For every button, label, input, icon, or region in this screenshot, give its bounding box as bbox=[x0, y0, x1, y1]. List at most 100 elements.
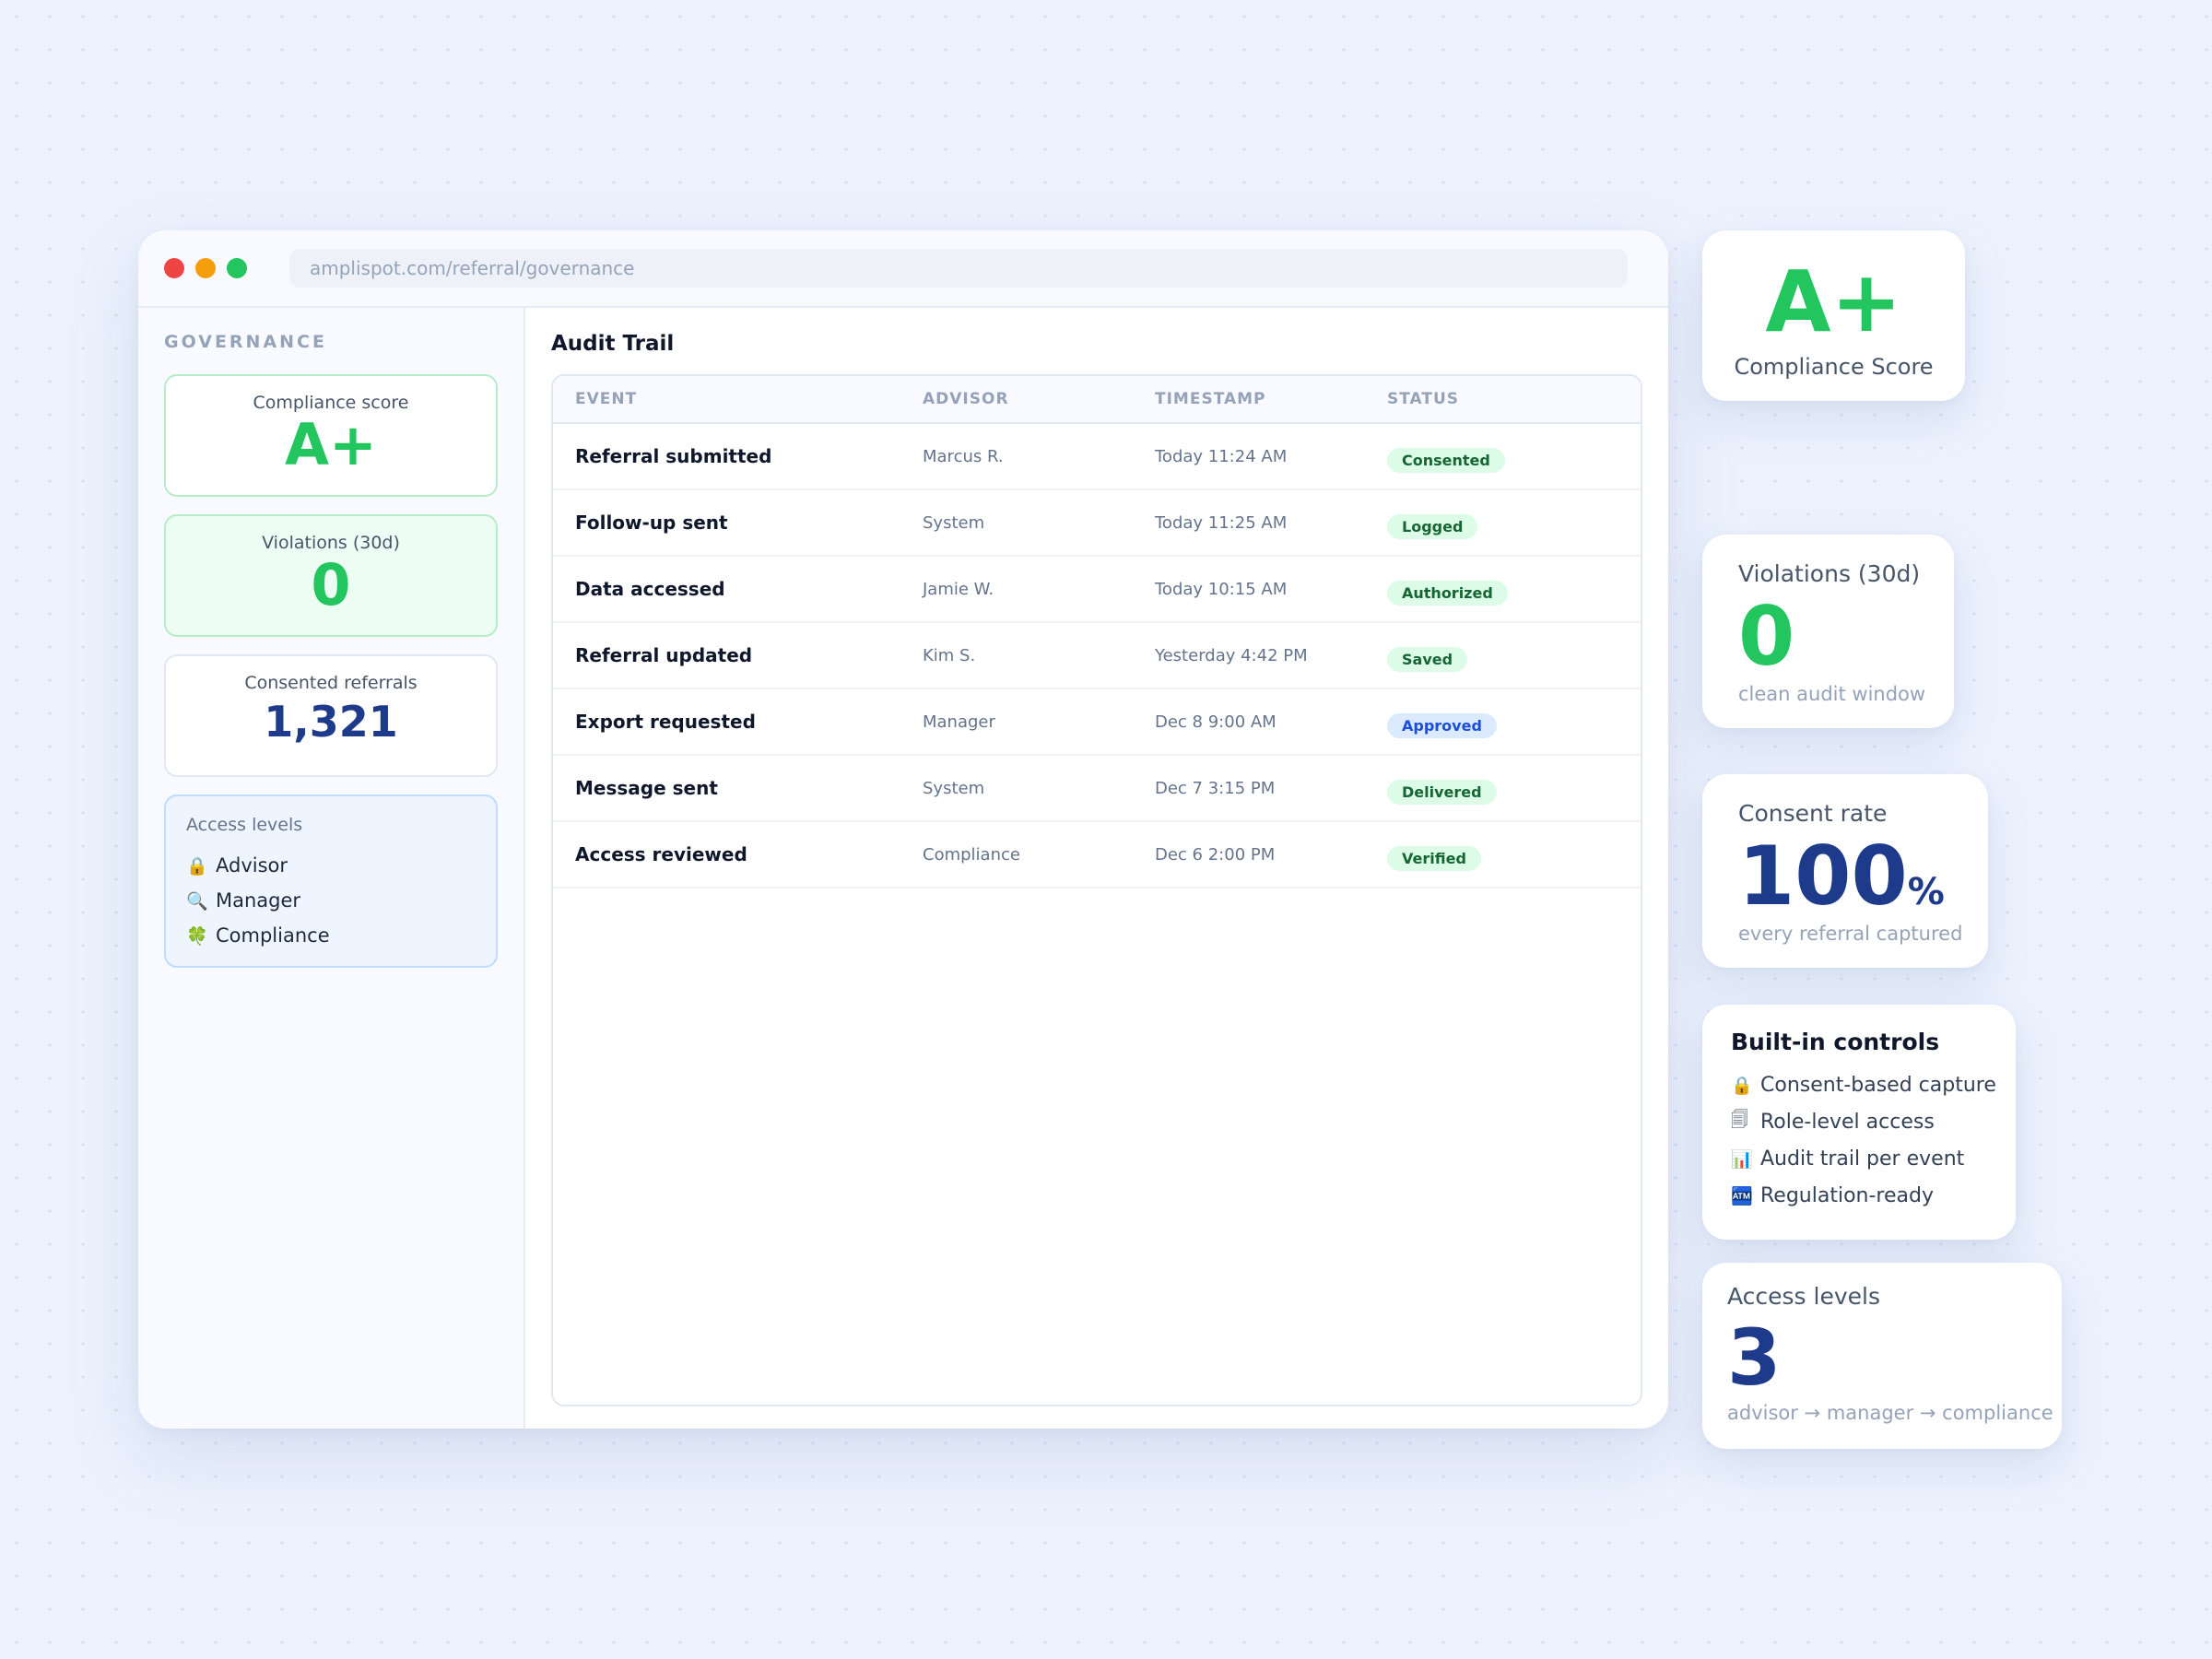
event-cell: Export requested bbox=[575, 711, 756, 733]
timestamp-cell: Today 10:15 AM bbox=[1155, 579, 1288, 599]
bar-chart-icon: 📊 bbox=[1731, 1148, 1753, 1170]
built-in-controls-card: Built-in controls 🔒 Consent-based captur… bbox=[1702, 1005, 2016, 1240]
advisor-cell: Jamie W. bbox=[923, 579, 994, 599]
advisor-cell: Marcus R. bbox=[923, 446, 1004, 466]
violations-highlight-subtitle: clean audit window bbox=[1738, 683, 1926, 705]
lock-icon: 🔒 bbox=[186, 855, 208, 877]
access-levels-highlight-value: 3 bbox=[1727, 1312, 1782, 1403]
access-levels-highlight-card: Access levels 3 advisor → manager → comp… bbox=[1702, 1263, 2062, 1449]
event-cell: Referral submitted bbox=[575, 445, 772, 467]
clover-icon: 🍀 bbox=[186, 925, 208, 947]
advisor-cell: System bbox=[923, 778, 985, 798]
close-window-button[interactable] bbox=[164, 258, 184, 278]
table-row[interactable]: Data accessed Jamie W. Today 10:15 AM Au… bbox=[553, 557, 1641, 623]
status-badge: Consented bbox=[1387, 447, 1505, 473]
table-row[interactable]: Export requested Manager Dec 8 9:00 AM A… bbox=[553, 689, 1641, 756]
main-panel: Audit Trail EVENT ADVISOR TIMESTAMP STAT… bbox=[525, 308, 1668, 1429]
access-item-advisor[interactable]: 🔒 Advisor bbox=[186, 848, 476, 883]
audit-table: EVENT ADVISOR TIMESTAMP STATUS Referral … bbox=[551, 374, 1642, 1406]
lock-icon: 🔒 bbox=[1731, 1075, 1753, 1096]
table-row[interactable]: Access reviewed Compliance Dec 6 2:00 PM… bbox=[553, 822, 1641, 888]
timestamp-cell: Today 11:24 AM bbox=[1155, 446, 1288, 466]
control-item-role-access: 🗐 Role-level access bbox=[1731, 1103, 2016, 1140]
access-item-label: Compliance bbox=[216, 924, 330, 947]
control-item-consent: 🔒 Consent-based capture bbox=[1731, 1066, 2016, 1103]
consented-referrals-label: Consented referrals bbox=[244, 673, 418, 693]
compliance-score-highlight-label: Compliance Score bbox=[1734, 354, 1934, 380]
table-row[interactable]: Message sent System Dec 7 3:15 PM Delive… bbox=[553, 756, 1641, 822]
control-item-label: Consent-based capture bbox=[1760, 1073, 1996, 1097]
status-badge: Authorized bbox=[1387, 580, 1508, 606]
access-item-label: Advisor bbox=[216, 854, 288, 877]
consent-rate-title: Consent rate bbox=[1738, 800, 1888, 827]
compliance-score-highlight-card: A+ Compliance Score bbox=[1702, 230, 1965, 401]
cards-icon: 🗐 bbox=[1731, 1110, 1748, 1130]
built-in-controls-title: Built-in controls bbox=[1731, 1029, 1940, 1055]
timestamp-cell: Dec 8 9:00 AM bbox=[1155, 712, 1277, 732]
violations-label: Violations (30d) bbox=[262, 533, 400, 553]
consent-rate-subtitle: every referral captured bbox=[1738, 923, 1963, 945]
event-cell: Follow-up sent bbox=[575, 512, 728, 534]
consent-rate-value-wrap: 100% bbox=[1738, 836, 1988, 917]
compliance-score-card: Compliance score A+ bbox=[164, 374, 498, 497]
control-item-label: Regulation-ready bbox=[1760, 1183, 1934, 1207]
maximize-window-button[interactable] bbox=[227, 258, 247, 278]
consent-rate-card: Consent rate 100% every referral capture… bbox=[1702, 774, 1988, 968]
status-badge: Approved bbox=[1387, 712, 1497, 738]
consented-referrals-card: Consented referrals 1,321 bbox=[164, 654, 498, 777]
column-header-timestamp[interactable]: TIMESTAMP bbox=[1155, 390, 1266, 408]
timestamp-cell: Dec 7 3:15 PM bbox=[1155, 778, 1276, 798]
atm-icon: 🏧 bbox=[1731, 1185, 1753, 1206]
table-row[interactable]: Referral submitted Marcus R. Today 11:24… bbox=[553, 424, 1641, 490]
table-row[interactable]: Referral updated Kim S. Yesterday 4:42 P… bbox=[553, 623, 1641, 689]
violations-highlight-card: Violations (30d) 0 clean audit window bbox=[1702, 535, 1954, 728]
consent-rate-unit: % bbox=[1907, 871, 1945, 913]
control-item-label: Role-level access bbox=[1760, 1110, 1935, 1134]
access-levels-panel: Access levels 🔒 Advisor 🔍 Manager 🍀 Comp… bbox=[164, 794, 498, 968]
event-cell: Referral updated bbox=[575, 644, 753, 666]
violations-highlight-value: 0 bbox=[1738, 589, 1795, 684]
address-bar[interactable]: amplispot.com/referral/governance bbox=[289, 249, 1628, 288]
column-header-event[interactable]: EVENT bbox=[575, 390, 638, 408]
timestamp-cell: Dec 6 2:00 PM bbox=[1155, 844, 1276, 865]
access-levels-title: Access levels bbox=[186, 815, 303, 835]
column-header-advisor[interactable]: ADVISOR bbox=[923, 390, 1009, 408]
status-badge: Verified bbox=[1387, 845, 1481, 871]
violations-highlight-title: Violations (30d) bbox=[1738, 560, 1921, 587]
page-title: Audit Trail bbox=[551, 332, 675, 356]
access-item-label: Manager bbox=[216, 889, 301, 912]
event-cell: Message sent bbox=[575, 777, 718, 799]
status-badge: Delivered bbox=[1387, 779, 1497, 805]
control-item-regulation: 🏧 Regulation-ready bbox=[1731, 1177, 2016, 1214]
advisor-cell: Kim S. bbox=[923, 645, 976, 665]
event-cell: Data accessed bbox=[575, 578, 725, 600]
sidebar-heading: GOVERNANCE bbox=[164, 332, 327, 352]
compliance-score-value: A+ bbox=[285, 411, 377, 478]
column-header-status[interactable]: STATUS bbox=[1387, 390, 1460, 408]
timestamp-cell: Today 11:25 AM bbox=[1155, 512, 1288, 533]
advisor-cell: Manager bbox=[923, 712, 995, 732]
violations-value: 0 bbox=[311, 551, 351, 618]
table-header: EVENT ADVISOR TIMESTAMP STATUS bbox=[553, 376, 1641, 424]
control-item-audit-trail: 📊 Audit trail per event bbox=[1731, 1140, 2016, 1177]
violations-card: Violations (30d) 0 bbox=[164, 514, 498, 637]
advisor-cell: System bbox=[923, 512, 985, 533]
consented-referrals-value: 1,321 bbox=[264, 697, 398, 747]
access-item-manager[interactable]: 🔍 Manager bbox=[186, 883, 476, 918]
status-badge: Saved bbox=[1387, 646, 1468, 672]
url-text: amplispot.com/referral/governance bbox=[310, 257, 635, 279]
status-badge: Logged bbox=[1387, 513, 1478, 539]
timestamp-cell: Yesterday 4:42 PM bbox=[1155, 645, 1308, 665]
compliance-score-highlight-value: A+ bbox=[1765, 253, 1902, 351]
control-item-label: Audit trail per event bbox=[1760, 1147, 1965, 1171]
access-levels-highlight-subtitle: advisor → manager → compliance bbox=[1727, 1402, 2053, 1424]
sidebar: GOVERNANCE Compliance score A+ Violation… bbox=[138, 308, 525, 1429]
access-item-compliance[interactable]: 🍀 Compliance bbox=[186, 918, 476, 953]
table-row[interactable]: Follow-up sent System Today 11:25 AM Log… bbox=[553, 490, 1641, 557]
minimize-window-button[interactable] bbox=[195, 258, 216, 278]
magnifier-icon: 🔍 bbox=[186, 890, 208, 912]
access-levels-highlight-title: Access levels bbox=[1727, 1283, 1881, 1310]
consent-rate-value: 100 bbox=[1738, 829, 1908, 924]
title-bar: amplispot.com/referral/governance bbox=[138, 230, 1668, 308]
advisor-cell: Compliance bbox=[923, 844, 1020, 865]
